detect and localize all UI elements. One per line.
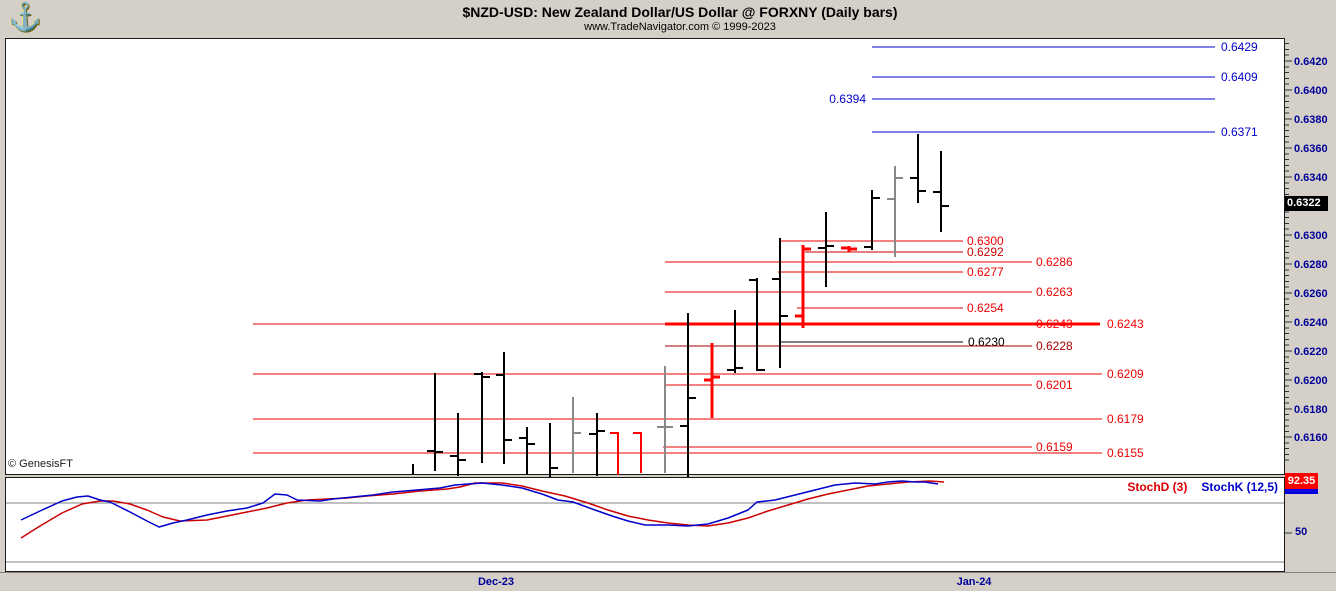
stochd-legend-label: StochD (3) xyxy=(1127,480,1188,494)
time-axis[interactable] xyxy=(0,572,1336,591)
stochastic-panel[interactable] xyxy=(5,477,1285,572)
stochd-value-box: 92.35 xyxy=(1285,473,1318,489)
stoch-50-level-label: 50 xyxy=(1295,526,1308,538)
stochk-legend-label: StochK (12,5) xyxy=(1201,480,1278,494)
time-axis-label: Jan-24 xyxy=(956,576,992,588)
genesis-branding: © GenesisFT xyxy=(8,458,73,470)
chart-title: $NZD-USD: New Zealand Dollar/US Dollar @… xyxy=(462,4,898,20)
genesis-sextant-logo-icon: ⚓ xyxy=(8,2,42,32)
stochk-value-box xyxy=(1285,488,1318,494)
stochastic-legend: StochD (3) StochK (12,5) xyxy=(1127,480,1278,494)
price-chart-panel[interactable] xyxy=(5,38,1285,475)
chart-subtitle: www.TradeNavigator.com © 1999-2023 xyxy=(584,21,776,33)
time-axis-label: Dec-23 xyxy=(477,576,515,588)
title-bar: ⚓ $NZD-USD: New Zealand Dollar/US Dollar… xyxy=(0,0,1336,38)
last-price-box: 0.6322 xyxy=(1285,196,1328,211)
